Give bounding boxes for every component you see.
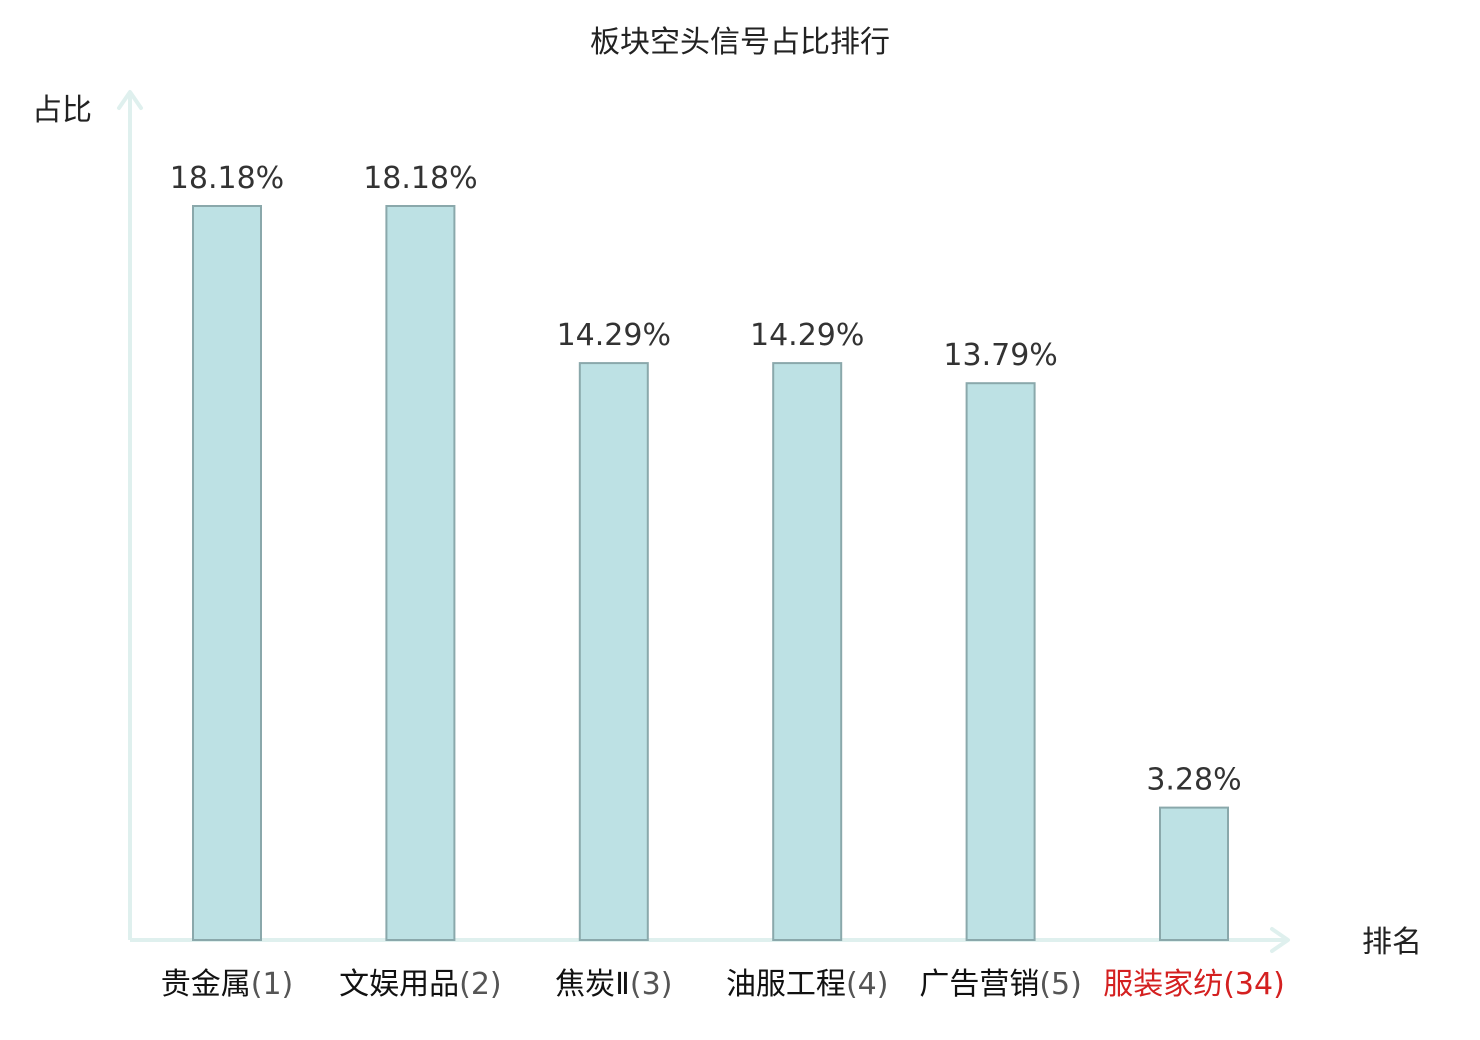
bar-2 [385,205,456,941]
category-label-6: 服装家纺(34) [1103,967,1285,1002]
y-axis-title: 占比 [32,93,92,128]
category-name: 焦炭Ⅱ [555,967,630,1002]
value-label-6: 3.28% [1146,763,1241,798]
bar-1 [192,205,262,941]
category-name: 服装家纺 [1103,967,1223,1002]
category-rank: (5) [1039,967,1082,1002]
category-rank: (2) [459,967,502,1002]
value-label-5: 13.79% [943,338,1057,373]
category-rank: (3) [630,967,673,1002]
value-label-3: 14.29% [557,318,671,353]
bars-group [192,205,1229,942]
value-label-1: 18.18% [170,161,284,196]
category-name: 贵金属 [161,967,251,1002]
category-rank: (4) [846,967,889,1002]
category-rank: (34) [1223,967,1285,1002]
category-name: 油服工程 [726,967,846,1002]
x-axis-arrow [1270,927,1290,953]
bar-4 [772,362,843,942]
axes [117,90,1290,953]
category-label-2: 文娱用品(2) [339,967,502,1002]
value-label-2: 18.18% [363,161,477,196]
bar-5 [965,382,1036,941]
category-name: 广告营销 [919,967,1039,1002]
value-label-4: 14.29% [750,318,864,353]
category-label-4: 油服工程(4) [726,967,889,1002]
value-labels-group: 18.18% 18.18% 14.29% 14.29% 13.79% 3.28% [170,161,1242,798]
y-axis-arrow [117,90,143,110]
chart-title: 板块空头信号占比排行 [590,25,890,60]
category-label-1: 贵金属(1) [161,967,294,1002]
bar-6 [1159,806,1229,941]
category-labels-group: 贵金属(1) 文娱用品(2) 焦炭Ⅱ(3) 油服工程(4) 广告营销(5) 服装家纺(34… [161,967,1285,1002]
category-name: 文娱用品 [339,967,459,1002]
category-rank: (1) [251,967,294,1002]
x-axis-title: 排名 [1362,925,1422,960]
category-label-5: 广告营销(5) [919,967,1082,1002]
category-label-3: 焦炭Ⅱ(3) [555,967,672,1002]
bar-3 [578,362,649,942]
